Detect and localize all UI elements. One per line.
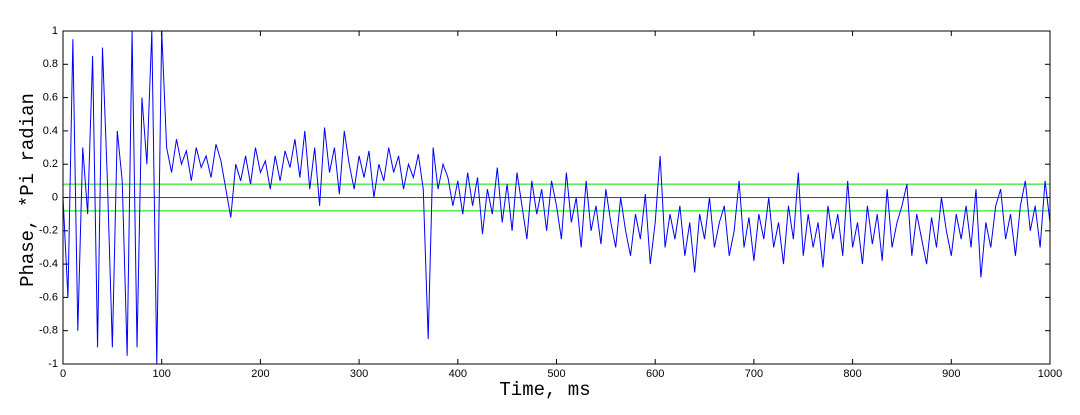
x-axis-label: Time, ms [499,379,590,401]
x-tick-label: 500 [547,368,565,380]
x-tick-label: 300 [350,368,368,380]
x-tick-label: 0 [60,368,66,380]
y-tick-label: -0.4 [39,258,58,270]
x-tick-label: 600 [646,368,664,380]
y-tick-label: -1 [48,358,58,370]
y-tick-label: -0.2 [39,225,58,237]
data-line [62,30,1051,365]
y-tick-label: -0.6 [39,291,58,303]
x-tick-label: 100 [153,368,171,380]
y-tick-label: 0.6 [43,92,58,104]
y-tick-label: -0.8 [39,325,58,337]
x-tick-label: 1000 [1038,368,1062,380]
x-tick-label: 800 [843,368,861,380]
x-tick-label: 400 [449,368,467,380]
y-tick-label: 0.8 [43,58,58,70]
y-tick-label: 1 [52,25,58,37]
y-axis-label: Phase, *Pi radian [17,93,39,287]
y-tick-label: 0.2 [43,158,58,170]
x-tick-label: 900 [942,368,960,380]
y-tick-label: 0 [52,191,58,203]
x-tick-label: 700 [745,368,763,380]
x-tick-label: 200 [251,368,269,380]
y-tick-label: 0.4 [43,125,58,137]
